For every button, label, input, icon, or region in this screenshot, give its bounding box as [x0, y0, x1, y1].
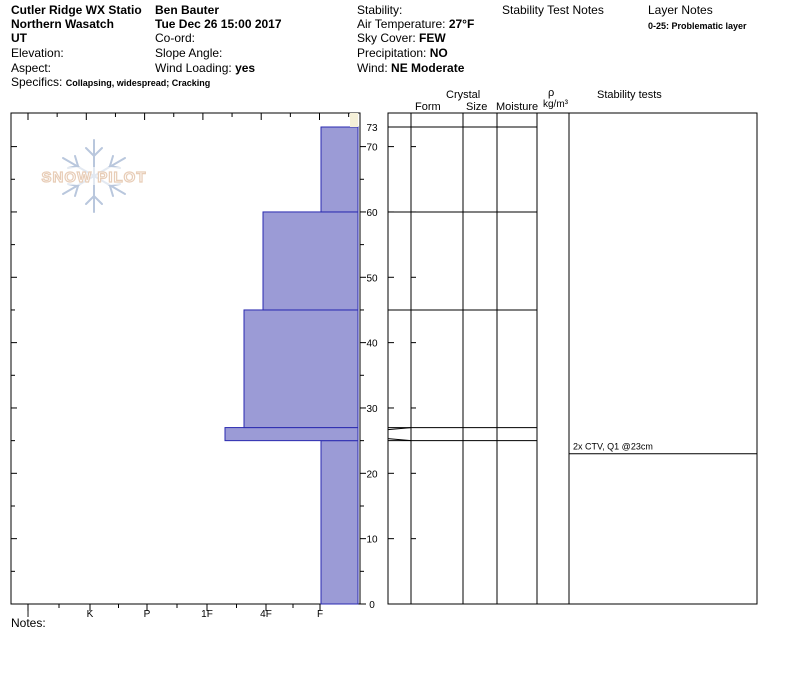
y-tick-label: 0 — [369, 600, 375, 611]
hardness-bar-2 — [243, 309, 359, 429]
top-ticks — [27, 113, 350, 120]
hardness-plot-frame — [10, 112, 361, 605]
coord-label: Co-ord: — [155, 31, 196, 45]
wind-value: NE Moderate — [391, 61, 465, 75]
observation-datetime: Tue Dec 26 15:00 2017 — [155, 17, 282, 31]
hardness-bar-3 — [262, 211, 359, 311]
air-temperature-label: Air Temperature: — [357, 17, 446, 31]
aspect-label: Aspect: — [11, 61, 52, 75]
y-tick-label: 50 — [366, 273, 378, 284]
x-tick-label: P — [144, 609, 151, 620]
layer-table-frame — [387, 112, 758, 605]
x-tick-label: 1F — [201, 609, 213, 620]
x-axis: I K P 1F 4F F — [27, 604, 323, 620]
precipitation-label: Precipitation: — [357, 46, 427, 60]
observer-name: Ben Bauter — [155, 3, 220, 17]
y-tick-label: 10 — [366, 535, 378, 546]
x-tick-label: F — [317, 609, 323, 620]
air-temperature-value: 27°F — [448, 17, 475, 31]
notes-label: Notes: — [11, 616, 46, 630]
slope-angle-label: Slope Angle: — [155, 46, 223, 60]
sky-cover-label: Sky Cover: — [357, 31, 416, 45]
layer-connector — [387, 438, 412, 442]
layer-connector — [387, 427, 412, 431]
y-tick-label: 70 — [366, 143, 378, 154]
hardness-bar-1 — [224, 427, 359, 442]
layer-lines — [387, 126, 537, 442]
left-ticks — [11, 146, 366, 605]
density-symbol: ρ — [548, 87, 555, 99]
stability-label: Stability: — [357, 3, 403, 17]
wind-row: Wind: NE Moderate — [357, 61, 464, 75]
size-header: Size — [466, 101, 488, 113]
density-unit: kg/m³ — [543, 99, 568, 110]
y-axis: 0 10 20 30 40 50 60 70 73 — [366, 123, 416, 611]
x-tick-label: I — [27, 609, 30, 620]
hardness-bars — [224, 113, 359, 605]
top-strip — [350, 113, 358, 127]
stability-test-notes-label: Stability Test Notes — [502, 3, 604, 17]
y-tick-label: 30 — [366, 404, 378, 415]
precipitation-row: Precipitation: NO — [357, 46, 448, 60]
x-tick-label: 4F — [260, 609, 272, 620]
specifics-row: Specifics: Collapsing, widespread; Crack… — [11, 75, 210, 90]
crystal-header: Crystal — [446, 89, 481, 101]
sky-cover-value: FEW — [419, 31, 446, 45]
stability-test-label: 2x CTV, Q1 @23cm — [573, 442, 653, 452]
y-tick-label: 40 — [366, 339, 378, 350]
y-tick-label: 20 — [366, 469, 378, 480]
mountain-range: Northern Wasatch — [11, 17, 114, 31]
state: UT — [11, 31, 27, 45]
wind-loading-row: Wind Loading: yes — [155, 61, 255, 75]
x-tick-label: K — [87, 609, 94, 620]
form-header: Form — [415, 101, 441, 113]
y-top-label: 73 — [366, 123, 378, 134]
y-tick-label: 60 — [366, 208, 378, 219]
wind-loading-value: yes — [235, 61, 256, 75]
layer-notes-value: 0-25: Problematic layer — [648, 21, 747, 31]
elevation-label: Elevation: — [11, 46, 64, 60]
specifics-label: Specifics: — [11, 75, 63, 89]
logo-text: SNOW PILOT — [42, 169, 147, 186]
stability-test-lines: 2x CTV, Q1 @23cm — [569, 442, 757, 455]
location-name: Cutler Ridge WX Statio — [11, 3, 142, 17]
air-temperature-row: Air Temperature: 27°F — [357, 17, 474, 31]
hardness-bar-0 — [320, 440, 359, 605]
precipitation-value: NO — [429, 46, 448, 60]
specifics-value: Collapsing, widespread; Cracking — [65, 78, 211, 88]
sky-cover-row: Sky Cover: FEW — [357, 31, 446, 45]
wind-loading-label: Wind Loading: — [155, 61, 232, 75]
wind-label: Wind: — [357, 61, 388, 75]
layer-notes-label: Layer Notes — [648, 3, 713, 17]
moisture-header: Moisture — [496, 101, 539, 113]
hardness-bar-4 — [320, 126, 359, 213]
stability-tests-header: Stability tests — [597, 89, 662, 101]
logo-backdrop — [33, 167, 155, 185]
